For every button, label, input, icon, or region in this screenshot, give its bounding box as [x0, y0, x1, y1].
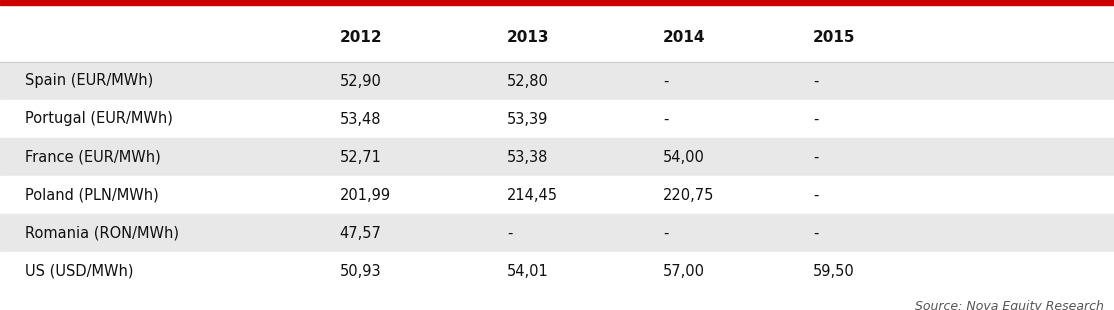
Bar [0, 0, 1114, 5]
Text: -: - [813, 112, 819, 126]
Text: -: - [663, 112, 668, 126]
Text: 2015: 2015 [813, 30, 856, 46]
Text: -: - [663, 73, 668, 88]
Text: 2012: 2012 [340, 30, 382, 46]
Text: 50,93: 50,93 [340, 264, 381, 278]
Text: 47,57: 47,57 [340, 225, 382, 241]
Bar [0, 62, 1114, 100]
Bar [0, 214, 1114, 252]
Text: 53,38: 53,38 [507, 149, 548, 165]
Text: Source: Nova Equity Research: Source: Nova Equity Research [915, 300, 1104, 310]
Text: 57,00: 57,00 [663, 264, 705, 278]
Text: 220,75: 220,75 [663, 188, 714, 202]
Bar [0, 176, 1114, 214]
Text: France (EUR/MWh): France (EUR/MWh) [25, 149, 160, 165]
Bar [0, 138, 1114, 176]
Text: 2014: 2014 [663, 30, 705, 46]
Text: -: - [813, 188, 819, 202]
Text: Spain (EUR/MWh): Spain (EUR/MWh) [25, 73, 153, 88]
Text: US (USD/MWh): US (USD/MWh) [25, 264, 133, 278]
Text: 53,48: 53,48 [340, 112, 381, 126]
Text: 52,71: 52,71 [340, 149, 382, 165]
Text: Portugal (EUR/MWh): Portugal (EUR/MWh) [25, 112, 173, 126]
Text: 54,00: 54,00 [663, 149, 705, 165]
Text: -: - [663, 225, 668, 241]
Text: -: - [813, 149, 819, 165]
Text: 52,90: 52,90 [340, 73, 382, 88]
Text: 201,99: 201,99 [340, 188, 391, 202]
Text: 52,80: 52,80 [507, 73, 549, 88]
Bar [0, 252, 1114, 290]
Text: 214,45: 214,45 [507, 188, 558, 202]
Text: -: - [813, 73, 819, 88]
Text: 54,01: 54,01 [507, 264, 548, 278]
Text: Romania (RON/MWh): Romania (RON/MWh) [25, 225, 178, 241]
Text: Poland (PLN/MWh): Poland (PLN/MWh) [25, 188, 158, 202]
Text: 2013: 2013 [507, 30, 549, 46]
Text: -: - [813, 225, 819, 241]
Text: 59,50: 59,50 [813, 264, 854, 278]
Text: -: - [507, 225, 512, 241]
Bar [0, 100, 1114, 138]
Text: 53,39: 53,39 [507, 112, 548, 126]
